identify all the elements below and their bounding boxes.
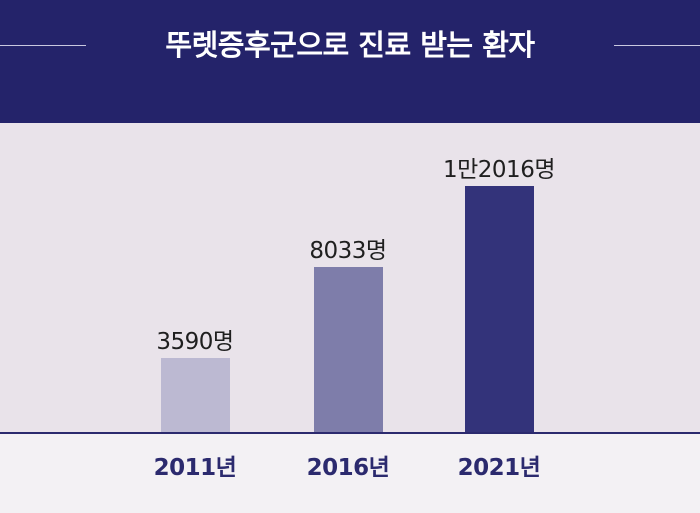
category-label: 2016년: [306, 455, 390, 481]
title-rule-right: [614, 45, 700, 46]
value-label: 8033명: [309, 238, 387, 264]
bar-2021년: [464, 186, 534, 432]
category-label: 2021년: [457, 455, 541, 481]
x-axis-baseline: [0, 432, 700, 434]
category-label: 2011년: [153, 455, 237, 481]
bar-2016년: [313, 267, 383, 432]
value-label: 3590명: [156, 329, 234, 355]
chart-header: 뚜렛증후군으로 진료 받는 환자: [0, 0, 700, 123]
x-axis-area: [0, 434, 700, 513]
value-label: 1만2016명: [443, 157, 556, 183]
bar-2011년: [160, 358, 230, 432]
chart-title: 뚜렛증후군으로 진료 받는 환자: [165, 28, 535, 62]
title-rule-left: [0, 45, 86, 46]
